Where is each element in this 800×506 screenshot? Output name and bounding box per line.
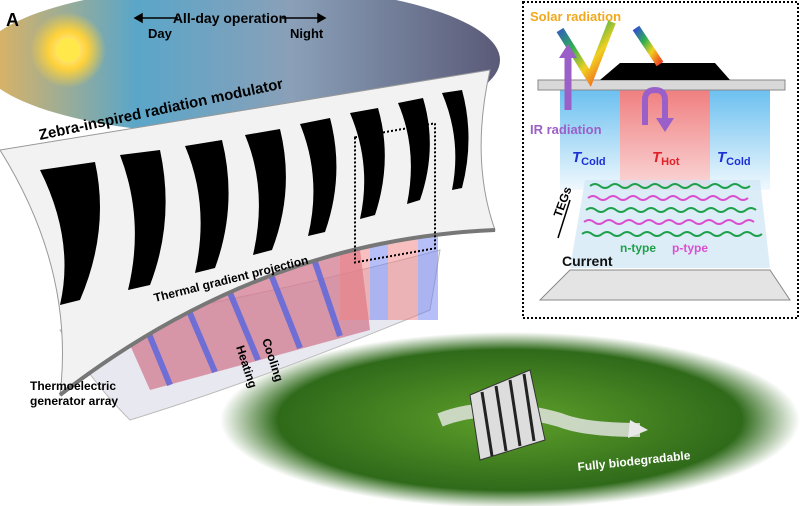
n-type-label: n-type: [620, 241, 656, 255]
day-label: Day: [148, 26, 173, 41]
teg-array-label-line1: Thermoelectric: [30, 379, 116, 393]
t-hot-label: THot: [652, 149, 680, 168]
teg-array-label-line2: generator array: [30, 394, 118, 408]
p-type-label: p-type: [672, 241, 708, 255]
inset-panel: [522, 1, 799, 319]
all-day-operation-label: All-day operation: [173, 10, 287, 26]
ir-radiation-label: IR radiation: [530, 122, 602, 137]
t-cold-left-label: TCold: [572, 149, 606, 168]
zebra-modulator-sheet: [0, 69, 496, 397]
all-day-arrow: [133, 12, 327, 24]
current-label: Current: [562, 253, 613, 269]
device-on-grass: [437, 369, 648, 461]
zoom-region-outline: [354, 122, 436, 264]
t-cold-right-label: TCold: [717, 149, 751, 168]
night-label: Night: [290, 26, 324, 41]
panel-label: A: [6, 10, 19, 30]
solar-radiation-label: Solar radiation: [530, 9, 621, 24]
